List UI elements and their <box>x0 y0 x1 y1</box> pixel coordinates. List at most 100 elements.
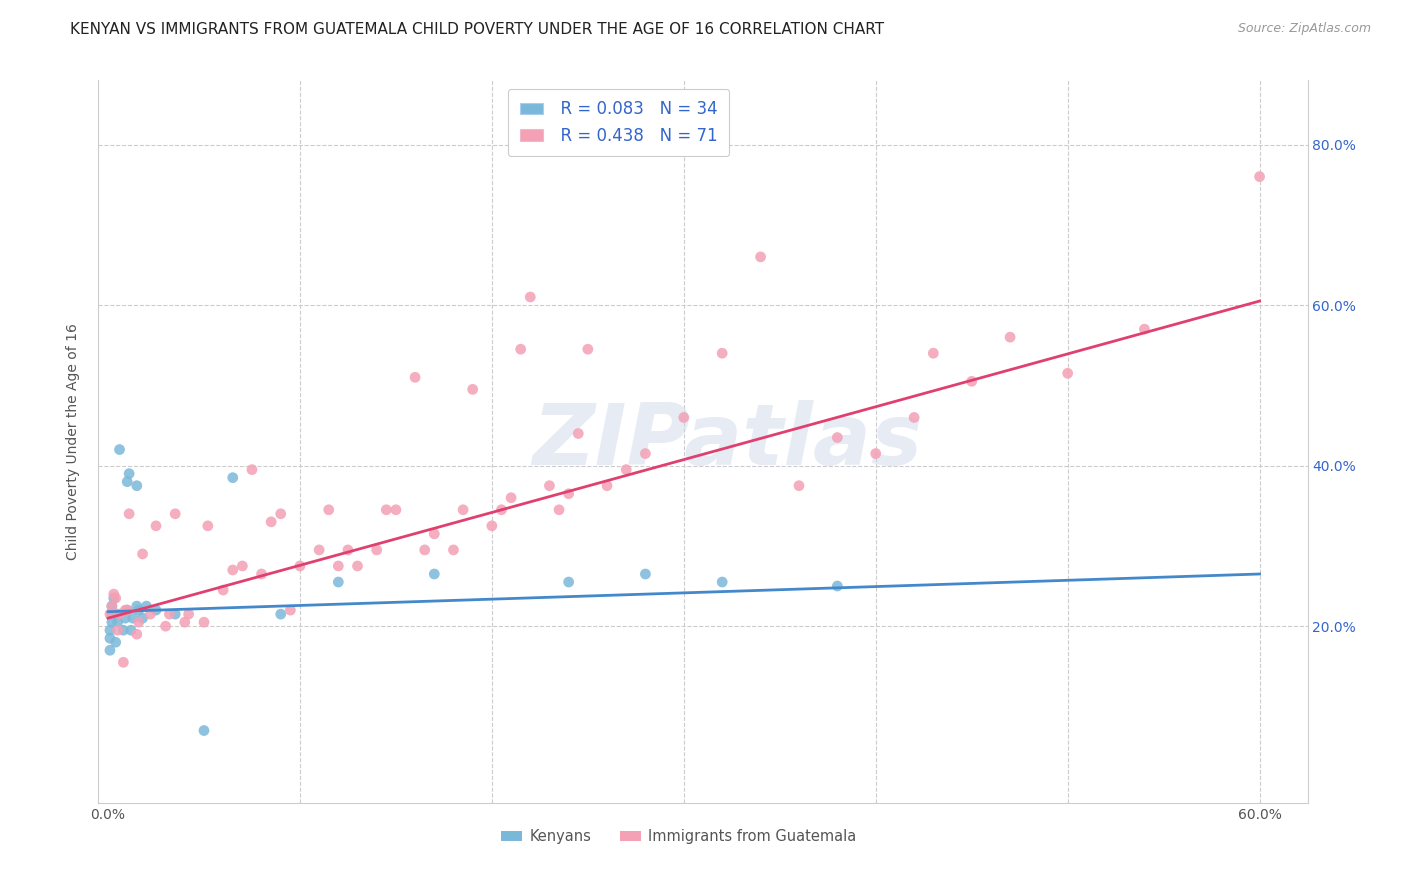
Point <box>193 615 215 630</box>
Point <box>1133 322 1156 336</box>
Point <box>101 599 124 614</box>
Point <box>103 591 125 606</box>
Point <box>125 627 148 641</box>
Point <box>231 558 253 573</box>
Point <box>112 623 135 637</box>
Point <box>827 430 849 444</box>
Point <box>98 607 121 621</box>
Point <box>328 558 350 573</box>
Point <box>250 567 273 582</box>
Point <box>112 655 135 669</box>
Point <box>749 250 772 264</box>
Point <box>101 615 124 630</box>
Point <box>596 478 619 492</box>
Point <box>634 567 657 582</box>
Point <box>155 619 177 633</box>
Point <box>260 515 283 529</box>
Point <box>135 599 157 614</box>
Point <box>328 574 350 589</box>
Point <box>318 502 340 516</box>
Point <box>107 623 129 637</box>
Point <box>115 603 138 617</box>
Point <box>118 467 141 481</box>
Point <box>366 542 388 557</box>
Point <box>1249 169 1271 184</box>
Point <box>222 470 245 484</box>
Point <box>107 607 129 621</box>
Point <box>128 603 150 617</box>
Point <box>197 518 219 533</box>
Point <box>711 346 734 360</box>
Point <box>98 632 121 646</box>
Point <box>101 599 124 614</box>
Point <box>865 446 887 460</box>
Point <box>461 382 484 396</box>
Point <box>240 462 263 476</box>
Point <box>557 574 579 589</box>
Point <box>177 607 200 621</box>
Point <box>711 574 734 589</box>
Point <box>375 502 398 516</box>
Point <box>104 591 127 606</box>
Point <box>576 342 599 356</box>
Point <box>451 502 474 516</box>
Point <box>98 643 121 657</box>
Point <box>557 487 579 501</box>
Point <box>270 607 292 621</box>
Point <box>101 607 124 621</box>
Point <box>280 603 302 617</box>
Point <box>443 542 465 557</box>
Point <box>491 502 513 516</box>
Point <box>212 583 235 598</box>
Point <box>131 611 153 625</box>
Point <box>336 542 359 557</box>
Point <box>346 558 368 573</box>
Text: KENYAN VS IMMIGRANTS FROM GUATEMALA CHILD POVERTY UNDER THE AGE OF 16 CORRELATIO: KENYAN VS IMMIGRANTS FROM GUATEMALA CHIL… <box>70 22 884 37</box>
Point <box>960 374 983 388</box>
Point <box>120 623 142 637</box>
Point <box>413 542 436 557</box>
Point <box>165 507 187 521</box>
Point <box>131 547 153 561</box>
Point <box>423 567 446 582</box>
Point <box>114 611 136 625</box>
Point <box>193 723 215 738</box>
Point <box>98 623 121 637</box>
Point <box>165 607 187 621</box>
Point <box>107 615 129 630</box>
Point <box>159 607 181 621</box>
Point <box>145 603 167 617</box>
Point <box>499 491 522 505</box>
Point <box>827 579 849 593</box>
Point <box>538 478 561 492</box>
Point <box>288 558 311 573</box>
Point <box>998 330 1021 344</box>
Text: Source: ZipAtlas.com: Source: ZipAtlas.com <box>1237 22 1371 36</box>
Point <box>1056 366 1078 380</box>
Point <box>103 587 125 601</box>
Point <box>519 290 541 304</box>
Point <box>145 518 167 533</box>
Point <box>404 370 426 384</box>
Legend: Kenyans, Immigrants from Guatemala: Kenyans, Immigrants from Guatemala <box>496 823 862 850</box>
Point <box>108 442 131 457</box>
Point <box>672 410 695 425</box>
Point <box>903 410 925 425</box>
Point <box>122 611 145 625</box>
Point <box>509 342 531 356</box>
Point <box>385 502 408 516</box>
Point <box>128 615 150 630</box>
Point <box>222 563 245 577</box>
Point <box>115 603 138 617</box>
Point <box>634 446 657 460</box>
Point <box>125 478 148 492</box>
Point <box>114 603 136 617</box>
Y-axis label: Child Poverty Under the Age of 16: Child Poverty Under the Age of 16 <box>66 323 80 560</box>
Point <box>548 502 571 516</box>
Point <box>115 475 138 489</box>
Point <box>423 526 446 541</box>
Text: ZIPatlas: ZIPatlas <box>531 400 922 483</box>
Point <box>308 542 330 557</box>
Point <box>108 607 131 621</box>
Point <box>922 346 945 360</box>
